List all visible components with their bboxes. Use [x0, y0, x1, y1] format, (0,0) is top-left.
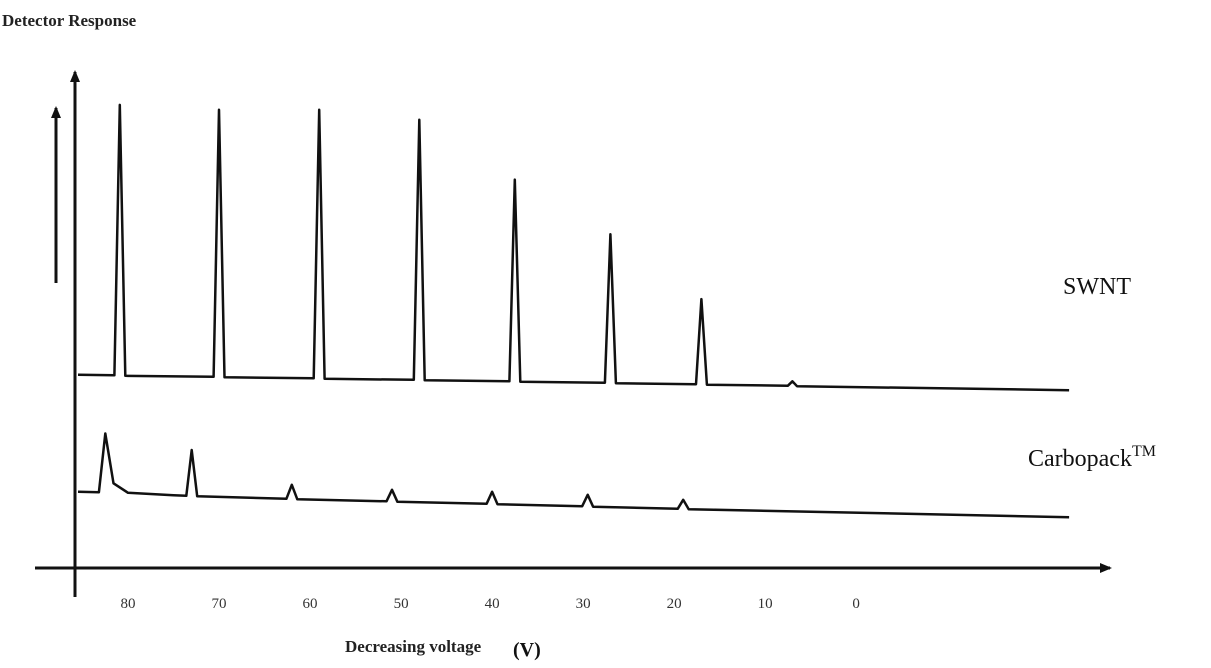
- series-label-superscript: TM: [1132, 443, 1156, 460]
- x-tick-label: 30: [576, 596, 591, 612]
- x-tick-label: 0: [852, 596, 860, 612]
- x-tick-label: 20: [667, 596, 682, 612]
- series-line: [77, 103, 1070, 392]
- x-tick-label: 10: [758, 596, 773, 612]
- x-tick-label: 50: [394, 596, 409, 612]
- chart-title: Detector Response: [2, 11, 137, 30]
- series-label-main: Carbopack: [1028, 446, 1132, 472]
- x-axis-label: Decreasing voltage: [345, 637, 482, 656]
- series-label: SWNT: [1063, 274, 1131, 300]
- x-tick-label: 40: [485, 596, 500, 612]
- x-tick-label: 60: [303, 596, 318, 612]
- series-label: CarbopackTM: [1028, 443, 1156, 472]
- x-tick-label: 80: [121, 596, 136, 612]
- series-line: [77, 432, 1070, 519]
- x-tick-label: 70: [212, 596, 227, 612]
- x-axis-unit: (V): [513, 639, 541, 661]
